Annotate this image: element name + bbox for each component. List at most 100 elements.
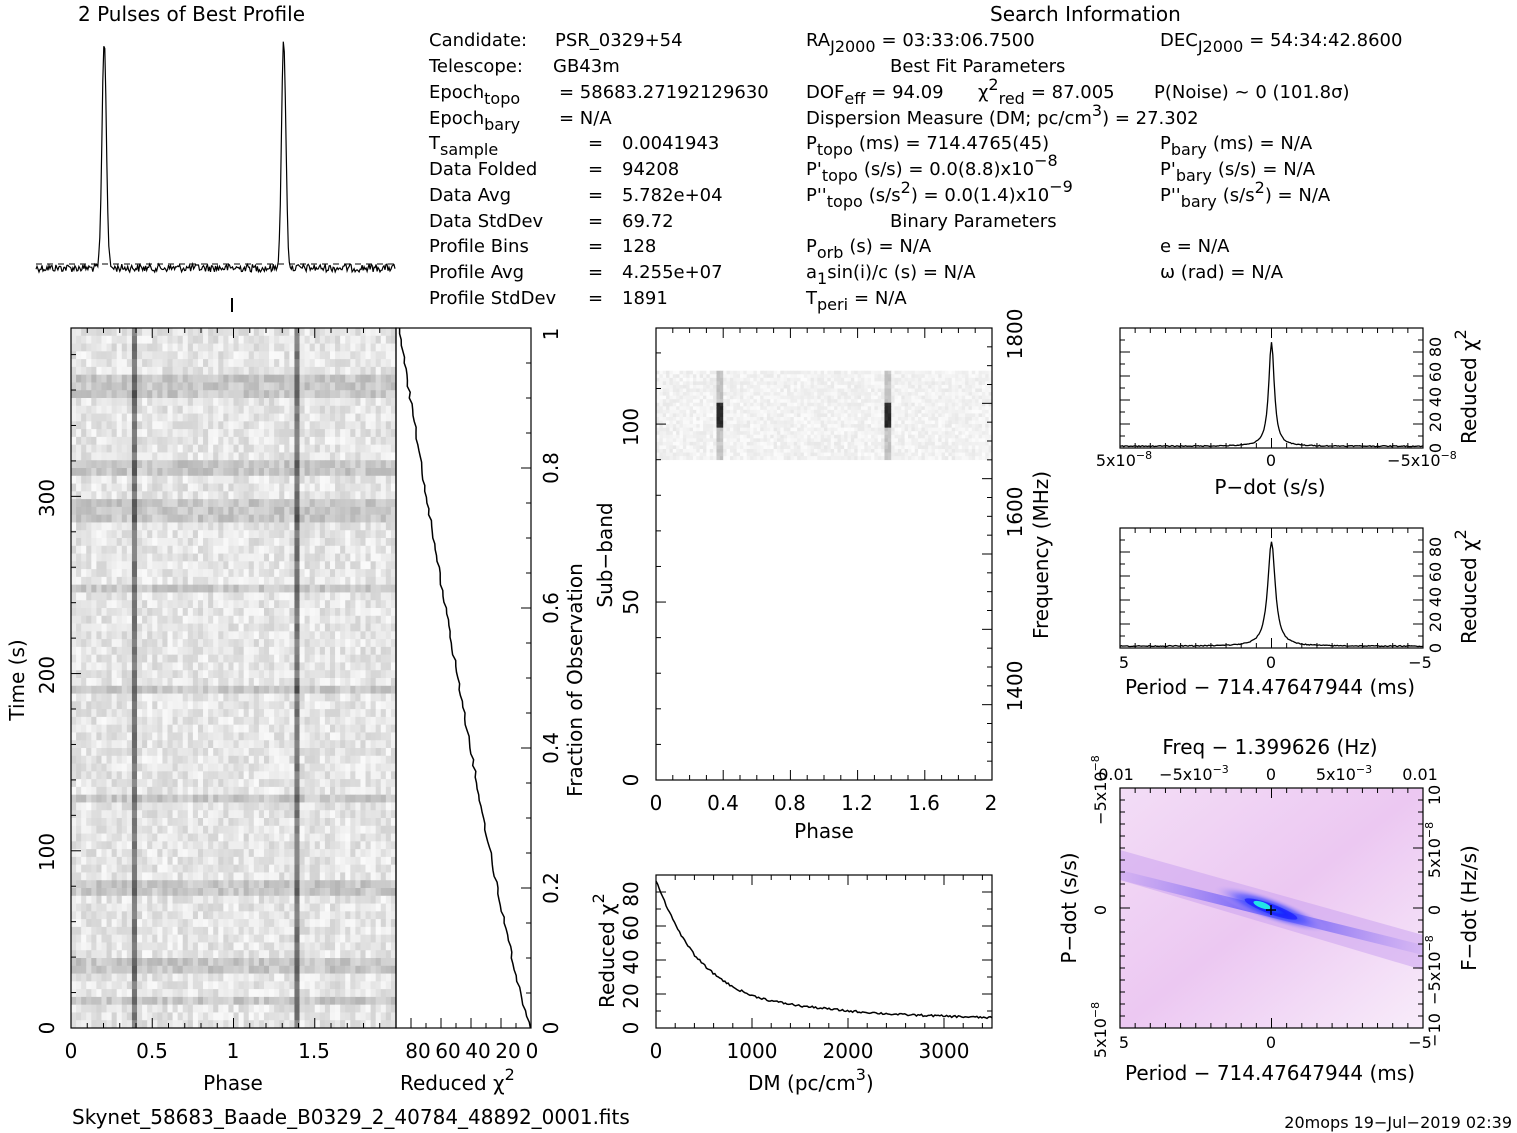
tp-cell — [304, 880, 311, 889]
tp-cell — [365, 771, 372, 780]
tp-cell — [248, 755, 255, 764]
tp-cell — [81, 576, 87, 586]
tp-cell — [289, 662, 295, 671]
tp-cell — [76, 328, 82, 337]
tp-cell — [152, 872, 158, 881]
tp-cell — [137, 405, 143, 414]
tp-cell — [304, 592, 311, 601]
tp-cell — [340, 841, 346, 850]
tp-cell — [187, 421, 194, 430]
tp-cell — [152, 841, 158, 850]
tp-cell — [106, 740, 113, 749]
tp-cell — [116, 646, 123, 656]
tp-cell — [228, 911, 234, 920]
tp-cell — [294, 755, 300, 764]
tp-cell — [263, 615, 270, 624]
tp-cell — [157, 608, 163, 617]
tp-cell — [345, 825, 351, 834]
tp-cell — [370, 849, 377, 858]
tp-cell — [81, 670, 87, 679]
tp-cell — [228, 662, 234, 671]
tp-cell — [375, 359, 382, 368]
tp-cell — [365, 732, 372, 741]
tp-cell — [106, 685, 113, 694]
tp-cell — [81, 491, 87, 500]
tp-cell — [218, 576, 224, 586]
tp-cell — [187, 631, 194, 640]
tp-cell — [299, 802, 305, 811]
tp-cell — [360, 413, 366, 422]
tp-cell — [304, 693, 311, 702]
tp-cell — [86, 670, 92, 679]
tp-cell — [131, 763, 138, 772]
tp-cell — [319, 701, 326, 710]
tp-cell — [304, 841, 311, 850]
tp-cell — [233, 763, 239, 772]
tp-cell — [142, 888, 148, 897]
tp-cell — [263, 662, 270, 671]
tp-cell — [289, 872, 295, 881]
tp-cell — [203, 405, 209, 414]
tp-cell — [137, 444, 143, 453]
tp-cell — [101, 351, 107, 360]
tp-cell — [228, 506, 234, 516]
tp-cell — [365, 452, 372, 461]
tp-cell — [218, 685, 224, 694]
tp-cell — [162, 569, 168, 578]
tp-cell — [324, 421, 331, 430]
tp-cell — [157, 825, 163, 834]
tp-cell — [172, 421, 179, 430]
tp-cell — [309, 825, 316, 834]
tp-cell — [81, 802, 87, 811]
tp-cell — [157, 662, 163, 671]
tp-cell — [162, 825, 168, 834]
tp-cell — [233, 576, 239, 586]
tp-cell — [350, 670, 356, 679]
tp-cell — [350, 600, 356, 609]
tp-cell — [111, 685, 118, 694]
tp-cell — [309, 545, 316, 554]
tp-cell — [248, 615, 255, 624]
tp-cell — [228, 405, 234, 414]
tp-cell — [172, 856, 179, 866]
tp-cell — [223, 382, 229, 391]
tp-cell — [172, 786, 179, 796]
tp-cell — [131, 343, 138, 352]
tp-cell — [208, 398, 214, 407]
tp-cell — [309, 522, 316, 531]
tp-cell — [375, 436, 382, 446]
tp-cell — [350, 491, 356, 500]
tp-cell — [279, 724, 285, 733]
tp-cell — [284, 343, 290, 352]
tp-cell — [213, 841, 219, 850]
tp-cell — [126, 786, 133, 796]
tp-cell — [248, 522, 255, 531]
tp-cell — [314, 460, 321, 469]
tp-cell — [187, 802, 194, 811]
tp-cell — [345, 421, 351, 430]
tp-cell — [223, 436, 229, 446]
tp-cell — [289, 678, 295, 687]
tp-cell — [253, 413, 260, 422]
time-phase-plot: 0 0.5 1 1.5 Phase 0 100 200 300 Time (s) — [5, 327, 397, 1095]
tp-cell — [284, 662, 290, 671]
tp-cell — [299, 864, 305, 873]
tp-cell — [91, 530, 97, 539]
tp-cell — [157, 592, 163, 601]
tp-cell — [167, 390, 173, 399]
tp-cell — [101, 740, 107, 749]
tp-cell — [350, 732, 356, 741]
tp-cell — [81, 592, 87, 601]
tp-cell — [101, 771, 107, 780]
tp-cell — [263, 685, 270, 694]
tp-cell — [243, 716, 250, 726]
tp-cell — [152, 553, 158, 562]
tp-cell — [299, 818, 305, 827]
tp-cell — [253, 351, 260, 360]
tp-cell — [233, 631, 239, 640]
tp-cell — [314, 413, 321, 422]
tp-cell — [314, 390, 321, 399]
tp-cell — [375, 911, 382, 920]
tp-cell — [340, 724, 346, 733]
tp-cell — [131, 576, 138, 586]
